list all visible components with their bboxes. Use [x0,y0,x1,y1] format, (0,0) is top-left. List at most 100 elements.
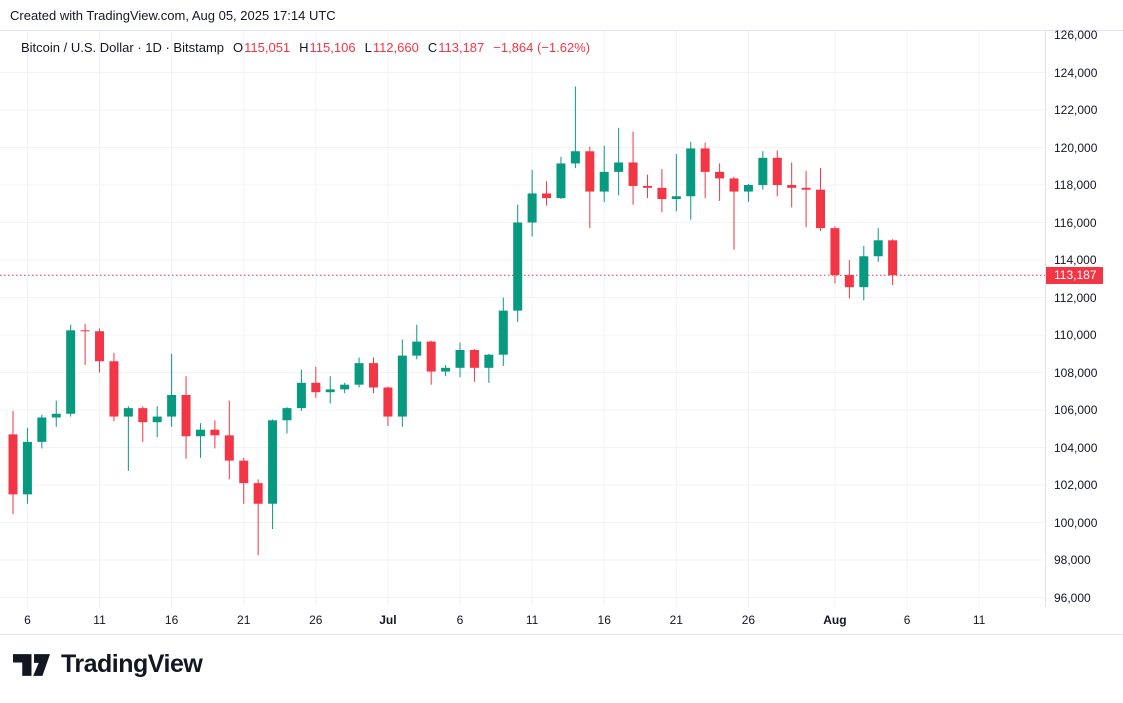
price-axis-label: 114,000 [1054,253,1097,267]
candle-body-2025-07-27 [758,157,768,185]
price-axis-label: 108,000 [1054,365,1098,380]
last-price-badge: 113,187 [1046,266,1103,284]
candle-body-2025-07-21 [671,196,681,200]
candle-body-2025-07-28 [772,157,782,185]
candle-body-2025-08-01 [830,228,840,275]
price-axis-label: 118,000 [1054,178,1097,192]
candle-body-2025-06-21 [239,460,249,484]
candle-body-2025-07-19 [642,185,652,188]
candle-body-2025-06-28 [340,384,350,390]
ohlc-high: H115,106 [299,40,356,55]
time-axis-label-11: 11 [525,613,539,627]
candle-body-2025-08-03 [859,256,869,288]
price-axis-label: 96,000 [1054,590,1091,605]
candle-body-2025-07-31 [816,189,826,229]
tradingview-logo[interactable]: TradingView [13,650,203,679]
ohlc-open: O115,051 [233,40,291,55]
candle-body-2025-06-16 [167,395,177,417]
candle-body-2025-06-13 [123,408,133,417]
candle-body-2025-06-14 [138,408,148,423]
candle-body-2025-08-04 [873,240,883,257]
plot-region: Bitcoin / U.S. Dollar · 1D · Bitstamp O1… [0,31,1045,607]
price-axis-label: 122,000 [1054,103,1098,117]
candle-body-2025-07-12 [542,193,552,199]
price-axis[interactable]: 113,187 126,000 124,000 122,000 120,000 118,… [1045,28,1123,635]
candle-body-2025-07-02 [397,355,407,417]
time-axis-label-26: 26 [741,613,756,627]
candle-body-2025-07-23 [700,148,710,172]
candle-body-2025-07-06 [455,350,465,368]
candle-body-2025-06-20 [224,435,234,461]
candle-body-2025-08-05 [888,240,898,276]
tradingview-logo-icon [13,653,50,676]
candle-body-2025-06-22 [253,483,263,504]
time-axis-label-16: 16 [164,613,179,627]
candle-body-2025-06-12 [109,361,119,417]
candle-body-2025-06-09 [66,330,76,414]
time-axis-label-21: 21 [237,613,251,627]
time-axis-label-11: 11 [972,613,986,627]
candle-body-2025-06-06 [22,441,32,495]
candle-body-2025-07-26 [743,185,753,192]
price-axis-label: 116,000 [1054,215,1097,230]
time-axis-label-11: 11 [93,613,106,627]
candle-body-2025-06-18 [195,429,205,437]
time-axis-label-aug: Aug [823,613,847,627]
price-axis-label: 100,000 [1054,515,1098,530]
time-axis-label-6: 6 [456,613,464,627]
candlestick-chart[interactable] [0,31,1045,607]
ohlc-low: L112,660 [364,40,419,55]
candle-body-2025-06-19 [210,429,220,436]
candle-body-2025-06-11 [95,331,105,362]
time-axis-label-6: 6 [903,613,911,627]
candle-body-2025-06-25 [296,382,306,409]
candle-body-2025-07-03 [412,341,422,356]
chart-legend: Bitcoin / U.S. Dollar · 1D · Bitstamp O1… [21,40,590,55]
candle-body-2025-07-20 [657,187,667,200]
candle-body-2025-07-16 [599,171,609,192]
created-with-bar: Created with TradingView.com, Aug 05, 20… [0,0,1123,31]
price-axis-label: 124,000 [1054,65,1098,80]
candle-body-2025-06-29 [354,363,364,385]
candle-body-2025-07-18 [628,162,638,186]
symbol-title[interactable]: Bitcoin / U.S. Dollar · 1D · Bitstamp [21,40,224,55]
candle-body-2025-07-29 [787,185,797,188]
candle-body-2025-06-27 [325,389,335,393]
candle-body-2025-07-11 [527,193,537,223]
candle-body-2025-07-17 [614,162,624,172]
price-axis-label: 98,000 [1054,553,1091,567]
candle-body-2025-07-25 [729,178,739,192]
candle-body-2025-07-22 [686,148,696,197]
time-axis[interactable]: 6 11 16 21 26 Jul 6 11 16 21 26 Aug 6 11 [0,607,1123,635]
created-with-text: Created with TradingView.com, Aug 05, 20… [10,7,336,23]
candle-body-2025-07-09 [498,310,508,355]
price-axis-label: 106,000 [1054,403,1098,417]
candle-body-2025-06-07 [37,417,47,442]
price-axis-label: 104,000 [1054,440,1098,455]
candle-body-2025-07-15 [585,151,595,192]
candle-body-2025-06-05 [8,434,18,495]
price-axis-label: 110,000 [1054,328,1097,342]
candle-body-2025-07-07 [469,350,479,368]
candle-body-2025-07-10 [513,222,523,311]
tradingview-wordmark: TradingView [61,650,203,678]
candle-body-2025-06-08 [51,413,61,418]
price-axis-label: 102,000 [1054,478,1098,492]
candle-body-2025-07-30 [801,187,811,190]
candle-body-2025-07-13 [556,163,566,199]
price-change: −1,864 (−1.62%) [493,40,591,55]
candle-body-2025-06-23 [268,420,278,504]
candle-body-2025-06-10 [80,330,90,332]
time-axis-label-jul: Jul [379,613,397,627]
time-axis-label-21: 21 [669,613,683,627]
candle-body-2025-07-14 [570,151,580,164]
price-axis-label: 126,000 [1054,28,1098,42]
price-axis-label: 120,000 [1054,140,1098,155]
candle-body-2025-06-30 [369,363,378,388]
candle-body-2025-06-24 [282,408,292,421]
candle-body-2025-07-08 [484,354,494,368]
candle-body-2025-07-04 [426,341,436,372]
candle-body-2025-06-17 [181,395,191,437]
price-axis-label: 112,000 [1054,290,1097,305]
